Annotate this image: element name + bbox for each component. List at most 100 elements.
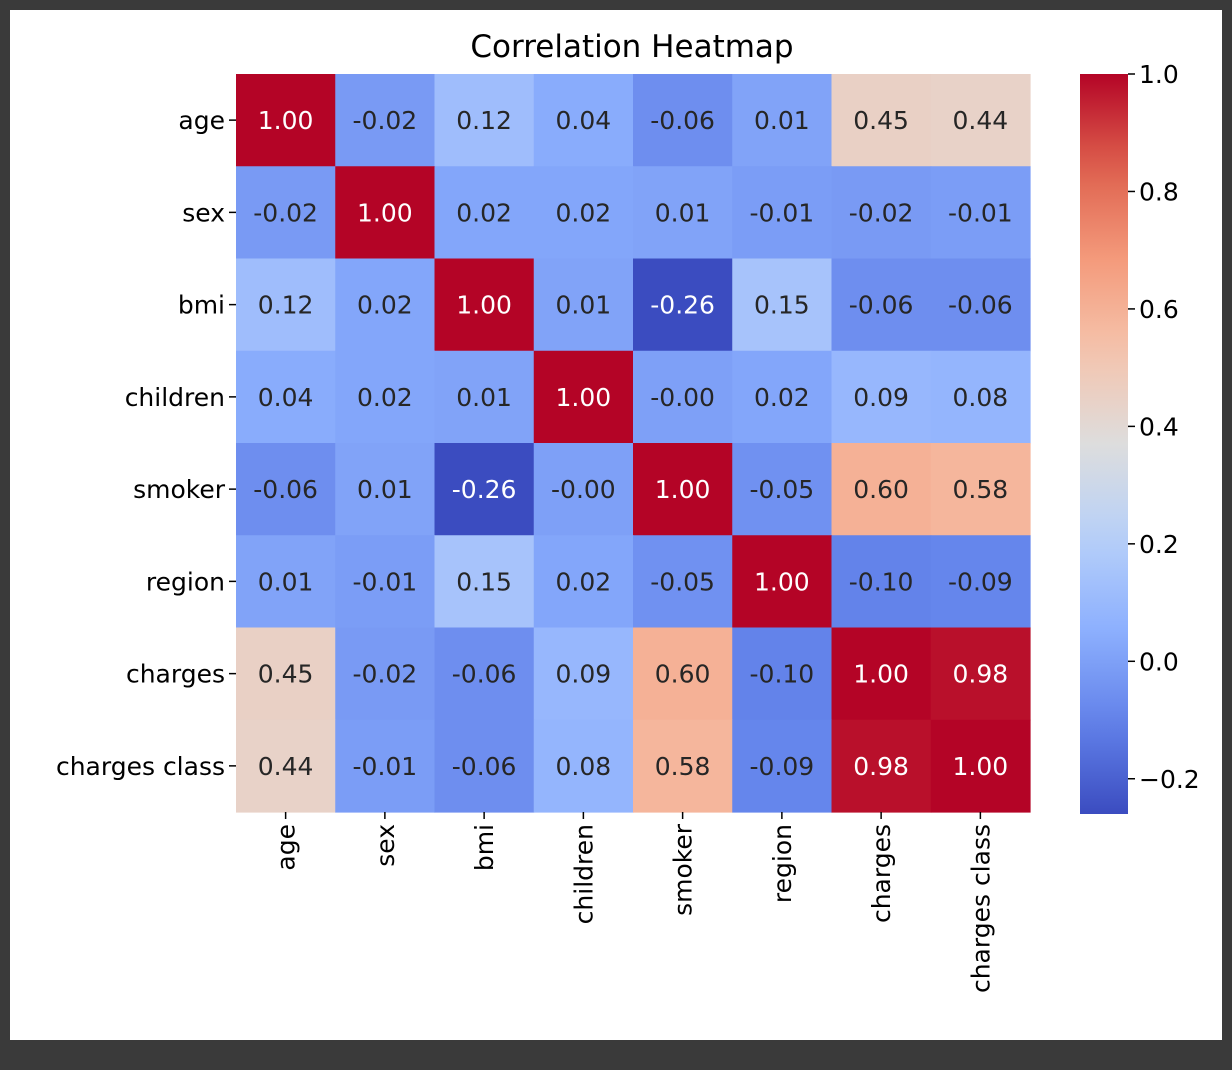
cell-value-label: 0.98 (953, 660, 1009, 689)
x-tick-label: age (272, 824, 301, 871)
heatmap-cell-0-1 (335, 74, 436, 167)
cell-value-label: -0.06 (650, 106, 715, 135)
cell-value-label: 1.00 (953, 752, 1009, 781)
colorbar-tick-label: 0.8 (1139, 177, 1179, 206)
heatmap-cell-1-2 (434, 166, 535, 260)
heatmap-cell-3-1 (335, 350, 436, 444)
cell-value-label: 0.02 (357, 291, 413, 320)
cell-value-label: -0.09 (750, 752, 815, 781)
cell-value-label: -0.10 (849, 567, 914, 596)
colorbar-tick-label: −0.2 (1139, 765, 1200, 794)
cell-value-label: 0.09 (853, 383, 909, 412)
heatmap-cell-5-4 (633, 535, 733, 629)
heatmap-cell-2-0 (236, 258, 336, 352)
heatmap-cell-1-1 (335, 166, 436, 260)
heatmap-cell-4-1 (335, 443, 436, 536)
heatmap-cell-4-4 (633, 443, 733, 536)
heatmap-cell-2-7 (930, 258, 1031, 352)
cell-value-label: -0.05 (750, 475, 815, 504)
cell-value-label: 1.00 (655, 475, 711, 504)
heatmap-cell-2-4 (633, 258, 733, 352)
cell-value-label: -0.01 (750, 198, 815, 227)
cell-value-label: 1.00 (754, 567, 810, 596)
x-axis: age sex bmi children smoker region charges char… (272, 812, 995, 993)
heatmap-cell-1-0 (236, 166, 336, 260)
y-tick-label: age (178, 106, 225, 135)
heatmap-cell-3-5 (732, 350, 833, 444)
colorbar: −0.2 0.0 0.2 0.4 0.6 0.8 1.0 (1080, 60, 1200, 814)
heatmap-cell-7-6 (831, 719, 932, 813)
heatmap-cells (236, 74, 1031, 813)
cell-value-label: 0.45 (853, 106, 909, 135)
heatmap-cell-3-3 (533, 350, 634, 444)
cell-value-label: -0.01 (353, 752, 418, 781)
heatmap-cell-6-0 (236, 627, 336, 721)
heatmap-cell-4-3 (533, 443, 634, 536)
x-tick-label: children (569, 824, 598, 924)
cell-value-label: 0.01 (754, 106, 810, 135)
cell-value-label: -0.01 (353, 567, 418, 596)
heatmap-cell-2-2 (434, 258, 535, 352)
heatmap-cell-7-1 (335, 719, 436, 813)
cell-value-label: -0.02 (353, 106, 418, 135)
cell-value-label: 0.45 (258, 660, 314, 689)
cell-value-label: -0.06 (253, 475, 318, 504)
y-tick-label: charges class (56, 752, 225, 781)
cell-value-label: -0.09 (948, 567, 1013, 596)
heatmap-cell-0-2 (434, 74, 535, 167)
heatmap-cell-7-0 (236, 719, 336, 813)
cell-value-label: -0.06 (452, 752, 517, 781)
cell-value-label: 0.08 (556, 752, 612, 781)
cell-value-label: 1.00 (357, 198, 413, 227)
cell-value-label: 0.02 (754, 383, 810, 412)
cell-value-label: 1.00 (258, 106, 314, 135)
y-axis: age sex bmi children smoker region charges char… (56, 106, 236, 781)
heatmap-cell-3-4 (633, 350, 733, 444)
y-tick-label: sex (182, 198, 225, 227)
figure: Correlation Heatmap 1.00 -0.02 0.12 0.04 -0.… (10, 10, 1222, 1040)
colorbar-tick-label: 0.2 (1139, 530, 1179, 559)
heatmap-cell-0-6 (831, 74, 932, 167)
heatmap-cell-1-7 (930, 166, 1031, 260)
x-tick-label: region (768, 824, 797, 903)
cell-value-label: 0.02 (357, 383, 413, 412)
heatmap-cell-7-5 (732, 719, 833, 813)
cell-value-label: 0.01 (556, 291, 612, 320)
heatmap-cell-1-6 (831, 166, 932, 260)
cell-value-label: -0.06 (452, 660, 517, 689)
heatmap-cell-0-4 (633, 74, 733, 167)
heatmap-cell-1-4 (633, 166, 733, 260)
heatmap-cell-0-5 (732, 74, 833, 167)
heatmap-cell-5-1 (335, 535, 436, 629)
cell-value-label: 1.00 (853, 660, 909, 689)
cell-value-label: 0.08 (953, 383, 1009, 412)
cell-value-label: 1.00 (556, 383, 612, 412)
cell-value-label: 0.01 (456, 383, 512, 412)
cell-value-label: 0.58 (655, 752, 711, 781)
cell-value-label: 0.12 (456, 106, 512, 135)
heatmap-cell-4-7 (930, 443, 1031, 536)
cell-value-label: -0.06 (948, 291, 1013, 320)
cell-value-label: 0.04 (556, 106, 612, 135)
heatmap-chart: Correlation Heatmap 1.00 -0.02 0.12 0.04 -0.… (56, 29, 1200, 993)
cell-value-label: 0.15 (754, 291, 810, 320)
cell-value-label: 0.01 (258, 567, 314, 596)
heatmap-cell-7-2 (434, 719, 535, 813)
cell-value-label: 0.02 (556, 567, 612, 596)
y-tick-label: smoker (133, 475, 226, 504)
heatmap-cell-3-2 (434, 350, 535, 444)
cell-value-label: 0.60 (655, 660, 711, 689)
heatmap-cell-1-5 (732, 166, 833, 260)
heatmap-cell-4-0 (236, 443, 336, 536)
cell-value-label: -0.06 (849, 291, 914, 320)
cell-value-label: 0.60 (853, 475, 909, 504)
heatmap-cell-3-6 (831, 350, 932, 444)
cell-value-label: -0.02 (849, 198, 914, 227)
cell-value-label: 0.44 (258, 752, 314, 781)
heatmap-cell-6-5 (732, 627, 833, 721)
cell-value-label: 0.01 (357, 475, 413, 504)
cell-value-label: 0.09 (556, 660, 612, 689)
heatmap-cell-2-5 (732, 258, 833, 352)
heatmap-cell-4-5 (732, 443, 833, 536)
cell-value-label: 0.04 (258, 383, 314, 412)
